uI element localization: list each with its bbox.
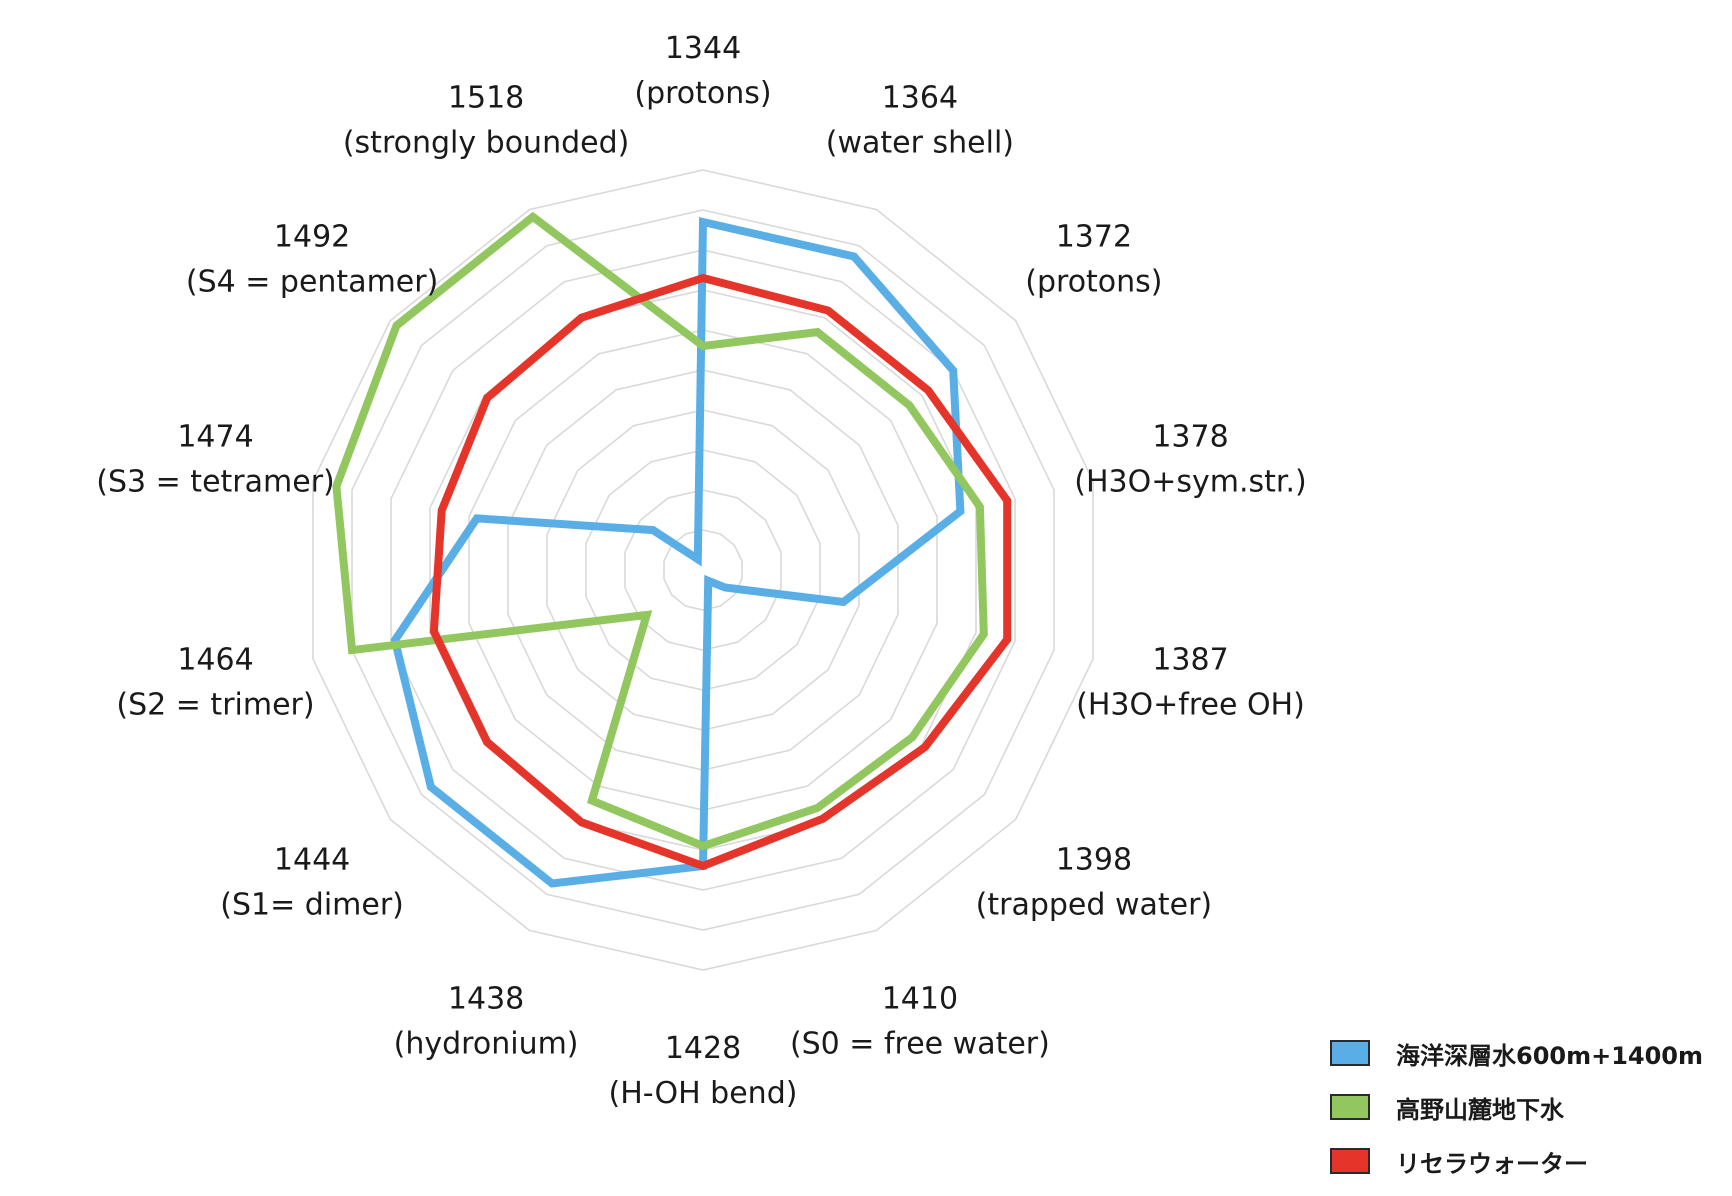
category-name-1: (protons) xyxy=(634,76,771,111)
grid-ring-1 xyxy=(663,529,743,611)
grid-ring-10 xyxy=(312,169,1094,971)
category-labels: 1344 (protons) 1364 (water shell) 1372 (proto… xyxy=(96,31,1306,1111)
category-label-3: 1372 (protons) xyxy=(1025,219,1162,299)
grid-ring-8 xyxy=(390,249,1016,891)
legend-item-series-2: 高野山麓地下水 xyxy=(1330,1080,1703,1134)
grid-ring-2 xyxy=(624,489,782,651)
category-label-9: 1438 (hydronium) xyxy=(394,982,579,1062)
legend-swatch-series-2 xyxy=(1330,1094,1370,1120)
category-label-7: 1410 (S0 = free water) xyxy=(790,982,1050,1062)
grid-ring-9 xyxy=(351,209,1055,931)
category-label-2: 1364 (water shell) xyxy=(826,81,1014,161)
category-value-13: 1492 xyxy=(274,219,350,254)
category-value-2: 1364 xyxy=(882,81,958,116)
category-value-3: 1372 xyxy=(1056,219,1132,254)
category-name-13: (S4 = pentamer) xyxy=(186,264,438,299)
category-name-4: (H3O+sym.str.) xyxy=(1074,465,1306,500)
series-line-2 xyxy=(332,211,988,851)
legend: 海洋深層水600m+1400m 高野山麓地下水 リセラウォーター xyxy=(1330,1026,1703,1188)
category-label-14: 1518 (strongly bounded) xyxy=(343,81,629,161)
category-value-9: 1438 xyxy=(448,982,524,1017)
category-label-5: 1387 (H3O+free OH) xyxy=(1076,642,1305,722)
category-label-13: 1492 (S4 = pentamer) xyxy=(186,219,438,299)
radar-series xyxy=(332,211,1012,888)
category-label-1: 1344 (protons) xyxy=(634,31,771,111)
category-value-1: 1344 xyxy=(665,31,741,66)
category-name-9: (hydronium) xyxy=(394,1027,579,1062)
category-label-12: 1474 (S3 = tetramer) xyxy=(96,420,334,500)
legend-item-series-1: 海洋深層水600m+1400m xyxy=(1330,1026,1703,1080)
category-value-6: 1398 xyxy=(1056,843,1132,878)
legend-swatch-series-3 xyxy=(1330,1148,1370,1174)
category-label-11: 1464 (S2 = trimer) xyxy=(116,642,314,722)
category-value-7: 1410 xyxy=(882,982,958,1017)
category-name-6: (trapped water) xyxy=(976,888,1212,923)
category-label-10: 1444 (S1= dimer) xyxy=(220,843,404,923)
category-name-5: (H3O+free OH) xyxy=(1076,687,1305,722)
category-value-12: 1474 xyxy=(177,420,253,455)
category-value-8: 1428 xyxy=(665,1031,741,1066)
category-value-10: 1444 xyxy=(274,843,350,878)
legend-label-series-2: 高野山麓地下水 xyxy=(1396,1095,1564,1124)
legend-swatch-series-1 xyxy=(1330,1040,1370,1066)
category-value-11: 1464 xyxy=(177,642,253,677)
category-name-3: (protons) xyxy=(1025,264,1162,299)
category-name-12: (S3 = tetramer) xyxy=(96,465,334,500)
category-value-14: 1518 xyxy=(448,81,524,116)
category-name-10: (S1= dimer) xyxy=(220,888,404,923)
category-value-4: 1378 xyxy=(1152,420,1228,455)
series-line-3 xyxy=(429,273,1012,871)
category-label-6: 1398 (trapped water) xyxy=(976,843,1212,923)
category-value-5: 1387 xyxy=(1152,642,1228,677)
category-label-4: 1378 (H3O+sym.str.) xyxy=(1074,420,1306,500)
category-label-8: 1428 (H-OH bend) xyxy=(609,1031,798,1111)
legend-item-series-3: リセラウォーター xyxy=(1330,1134,1703,1188)
category-name-11: (S2 = trimer) xyxy=(116,687,314,722)
category-name-8: (H-OH bend) xyxy=(609,1076,798,1111)
legend-label-series-1: 海洋深層水600m+1400m xyxy=(1396,1041,1704,1070)
category-name-14: (strongly bounded) xyxy=(343,126,629,161)
category-name-7: (S0 = free water) xyxy=(790,1027,1050,1062)
category-name-2: (water shell) xyxy=(826,126,1014,161)
legend-label-series-3: リセラウォーター xyxy=(1396,1149,1588,1178)
